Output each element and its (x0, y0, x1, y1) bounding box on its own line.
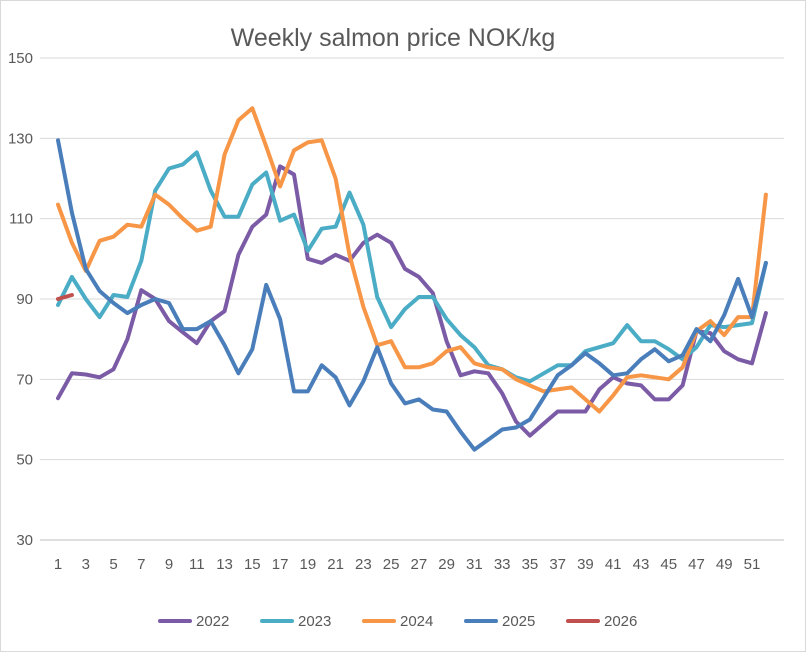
x-tick-label: 31 (466, 556, 483, 573)
x-tick-label: 33 (494, 556, 511, 573)
x-tick-label: 37 (549, 556, 566, 573)
x-tick-label: 13 (216, 556, 233, 573)
y-tick-label: 110 (9, 211, 33, 228)
x-tick-label: 45 (660, 556, 677, 573)
y-tick-label: 130 (8, 130, 33, 147)
y-tick-label: 90 (16, 291, 33, 308)
x-tick-label: 41 (605, 556, 622, 573)
x-tick-label: 21 (327, 556, 344, 573)
x-tick-label: 11 (189, 556, 205, 573)
x-tick-label: 5 (109, 556, 117, 573)
chart-title: Weekly salmon price NOK/kg (231, 24, 556, 52)
y-tick-label: 30 (16, 532, 33, 549)
x-tick-label: 1 (54, 556, 62, 573)
x-tick-label: 9 (165, 556, 173, 573)
legend-label-2023: 2023 (298, 613, 331, 630)
x-tick-label: 3 (82, 556, 90, 573)
x-tick-label: 39 (577, 556, 594, 573)
x-tick-label: 17 (272, 556, 289, 573)
legend: 2022 2023 2024 2025 2026 (158, 613, 637, 630)
x-tick-label: 23 (355, 556, 372, 573)
x-tick-label: 29 (438, 556, 455, 573)
legend-label-2025: 2025 (502, 613, 535, 630)
legend-label-2024: 2024 (400, 613, 433, 630)
x-tick-label: 35 (522, 556, 539, 573)
y-tick-label: 70 (16, 371, 33, 388)
series-line-2022 (56, 164, 768, 438)
series-line-2023 (56, 150, 768, 384)
x-tick-label: 47 (688, 556, 705, 573)
y-tick-label: 50 (16, 452, 33, 469)
x-tick-label: 51 (744, 556, 761, 573)
legend-label-2026: 2026 (604, 613, 637, 630)
series-lines (56, 106, 768, 452)
series-line-2024 (56, 106, 768, 414)
legend-label-2022: 2022 (196, 613, 229, 630)
x-tick-label: 27 (411, 556, 428, 573)
series-line-2026 (56, 293, 74, 301)
x-tick-label: 15 (244, 556, 261, 573)
y-tick-label: 150 (8, 50, 33, 67)
gridlines (40, 57, 784, 541)
x-tick-label: 7 (137, 556, 145, 573)
x-tick-label: 43 (633, 556, 650, 573)
x-axis-tick-labels: 1 3 5 7 9 11 13 15 17 19 21 23 25 27 29 31 33 35 37 39 41 43 4… (54, 556, 761, 573)
series-line-2025 (56, 138, 768, 452)
y-axis-tick-labels: 30 50 70 90 110 130 150 (8, 50, 33, 549)
x-tick-label: 19 (299, 556, 316, 573)
x-tick-label: 25 (383, 556, 400, 573)
x-tick-label: 49 (716, 556, 733, 573)
